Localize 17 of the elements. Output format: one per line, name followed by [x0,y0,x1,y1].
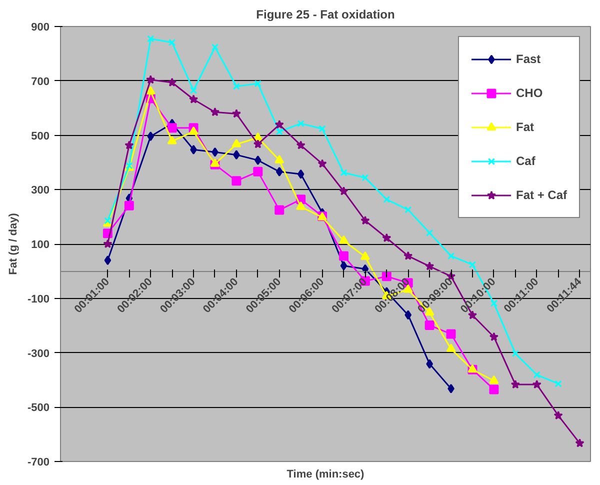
legend-label: Caf [516,154,536,168]
legend-label: Fast [516,52,541,66]
legend-label: Fat + Caf [516,188,567,202]
y-axis-title: Fat (g / day) [7,212,20,275]
y-tick-label: 300 [31,184,50,197]
y-tick-label: -700 [27,456,50,468]
x-axis-title: Time (min:sec) [286,468,365,480]
y-tick-label: -100 [27,293,50,306]
chart-title: Figure 25 - Fat oxidation [256,8,395,22]
y-tick-label: 700 [31,76,50,88]
y-tick-label: -500 [27,402,50,414]
y-tick-label: 100 [31,239,50,251]
y-tick-label: -300 [27,348,50,360]
y-tick-label: 900 [31,22,50,34]
legend-label: CHO [516,86,543,100]
y-tick-label: 500 [31,130,50,142]
legend-label: Fat [516,120,535,134]
